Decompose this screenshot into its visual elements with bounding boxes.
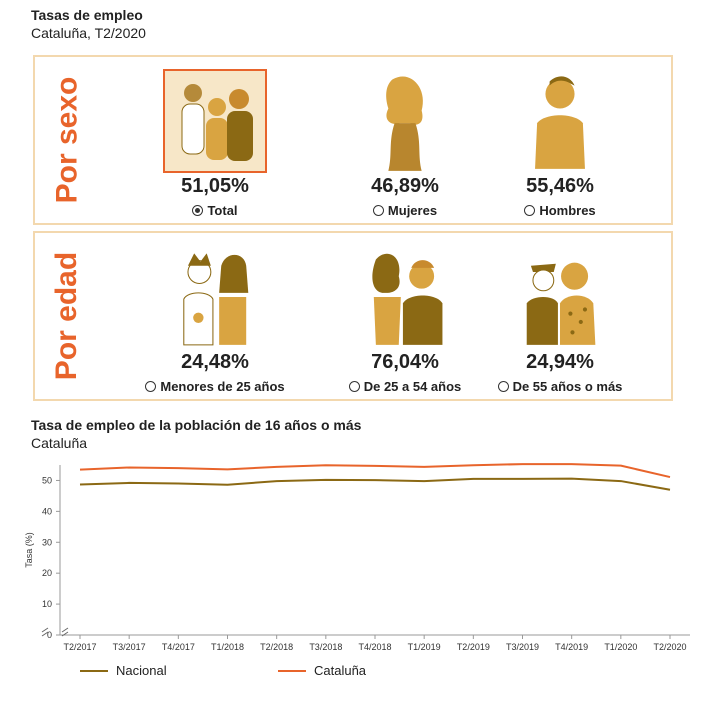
- radio-label-menores-25: Menores de 25 años: [160, 379, 285, 394]
- pct-total: 51,05%: [181, 175, 249, 197]
- man-icon[interactable]: [508, 69, 612, 173]
- y-tick-label: 0: [47, 630, 52, 640]
- line-chart: 0 10 20 30 40 50 Tasa (%) T2/2017 T3/2017 T4/2017…: [24, 463, 690, 652]
- radio-55-mas[interactable]: De 55 años o más: [460, 379, 660, 394]
- x-tick-label: T2/2020: [653, 642, 686, 652]
- radio-label-hombres: Hombres: [539, 203, 596, 218]
- radio-unchecked-icon[interactable]: [497, 381, 509, 392]
- x-tick-label: T1/2018: [211, 642, 244, 652]
- seniors-icon[interactable]: [508, 245, 612, 349]
- legend-swatch-nacional: [80, 669, 108, 672]
- option-menores-25[interactable]: 24,48% Menores de 25 años: [115, 233, 315, 399]
- radio-label-25-54: De 25 a 54 años: [363, 379, 462, 394]
- x-tick-label: T4/2018: [358, 642, 391, 652]
- y-tick-label: 20: [42, 568, 52, 578]
- option-total[interactable]: 51,05% Total: [115, 57, 315, 223]
- y-tick-label: 30: [42, 537, 52, 547]
- x-tick-label: T2/2019: [457, 642, 490, 652]
- radio-unchecked-icon[interactable]: [524, 205, 536, 216]
- y-tick-label: 10: [42, 599, 52, 609]
- radio-25-54[interactable]: De 25 a 54 años: [305, 379, 505, 394]
- y-tick-label: 40: [42, 506, 52, 516]
- radio-hombres[interactable]: Hombres: [460, 203, 660, 218]
- axis-break-icon: [41, 627, 49, 637]
- panel-label-edad: Por edad: [50, 251, 83, 381]
- legend-label-cataluna: Cataluña: [314, 663, 367, 678]
- page-title: Tasas de empleo: [31, 7, 143, 23]
- radio-unchecked-icon[interactable]: [145, 381, 157, 392]
- x-tick-label: T4/2017: [162, 642, 195, 652]
- x-tick-label: T2/2018: [260, 642, 293, 652]
- x-tick-label: T4/2019: [555, 642, 588, 652]
- legend-label-nacional: Nacional: [116, 663, 167, 678]
- radio-label-55-mas: De 55 años o más: [512, 379, 623, 394]
- radio-label-mujeres: Mujeres: [387, 203, 438, 218]
- radio-label-total: Total: [207, 203, 238, 218]
- x-tick-label: T1/2020: [604, 642, 637, 652]
- option-25-54[interactable]: 76,04% De 25 a 54 años: [305, 233, 505, 399]
- radio-unchecked-icon[interactable]: [348, 381, 360, 392]
- page-subtitle: Cataluña, T2/2020: [31, 25, 146, 41]
- x-tick-label: T1/2019: [408, 642, 441, 652]
- adults-icon[interactable]: [353, 245, 457, 349]
- x-tick-label: T3/2018: [309, 642, 342, 652]
- radio-total[interactable]: Total: [115, 203, 315, 218]
- pct-55-mas: 24,94%: [526, 351, 594, 373]
- legend-cataluna[interactable]: Cataluña: [278, 663, 366, 678]
- pct-hombres: 55,46%: [526, 175, 594, 197]
- option-mujeres[interactable]: 46,89% Mujeres: [305, 57, 505, 223]
- option-hombres[interactable]: 55,46% Hombres: [460, 57, 660, 223]
- legend-swatch-cataluna: [278, 669, 306, 672]
- series-line-catalua[interactable]: [79, 463, 671, 479]
- panel-por-edad: Por edad 24,48% Menores de 25 años: [33, 231, 673, 401]
- x-tick-label: T3/2017: [113, 642, 146, 652]
- y-axis-label: Tasa (%): [24, 532, 34, 568]
- radio-checked-icon[interactable]: [192, 205, 204, 216]
- radio-mujeres[interactable]: Mujeres: [305, 203, 505, 218]
- pct-menores-25: 24,48%: [181, 351, 249, 373]
- x-tick-label: T3/2019: [506, 642, 539, 652]
- woman-icon[interactable]: [353, 69, 457, 173]
- chart-title: Tasa de empleo de la población de 16 año…: [31, 417, 362, 433]
- legend-nacional[interactable]: Nacional: [80, 663, 167, 678]
- x-tick-label: T2/2017: [63, 642, 96, 652]
- series-line-nacional[interactable]: [79, 477, 671, 491]
- young-people-icon[interactable]: [163, 245, 267, 349]
- radio-unchecked-icon[interactable]: [372, 205, 384, 216]
- panel-label-sexo: Por sexo: [50, 76, 84, 204]
- group-people-icon[interactable]: [163, 69, 267, 173]
- pct-mujeres: 46,89%: [371, 175, 439, 197]
- axis-break-icon: [61, 627, 69, 637]
- chart-subtitle: Cataluña: [31, 435, 88, 451]
- radio-menores-25[interactable]: Menores de 25 años: [115, 379, 315, 394]
- y-tick-label: 50: [42, 475, 52, 485]
- panel-por-sexo: Por sexo 51,05% Total 46,89% Mujeres: [33, 55, 673, 225]
- pct-25-54: 76,04%: [371, 351, 439, 373]
- option-55-mas[interactable]: 24,94% De 55 años o más: [460, 233, 660, 399]
